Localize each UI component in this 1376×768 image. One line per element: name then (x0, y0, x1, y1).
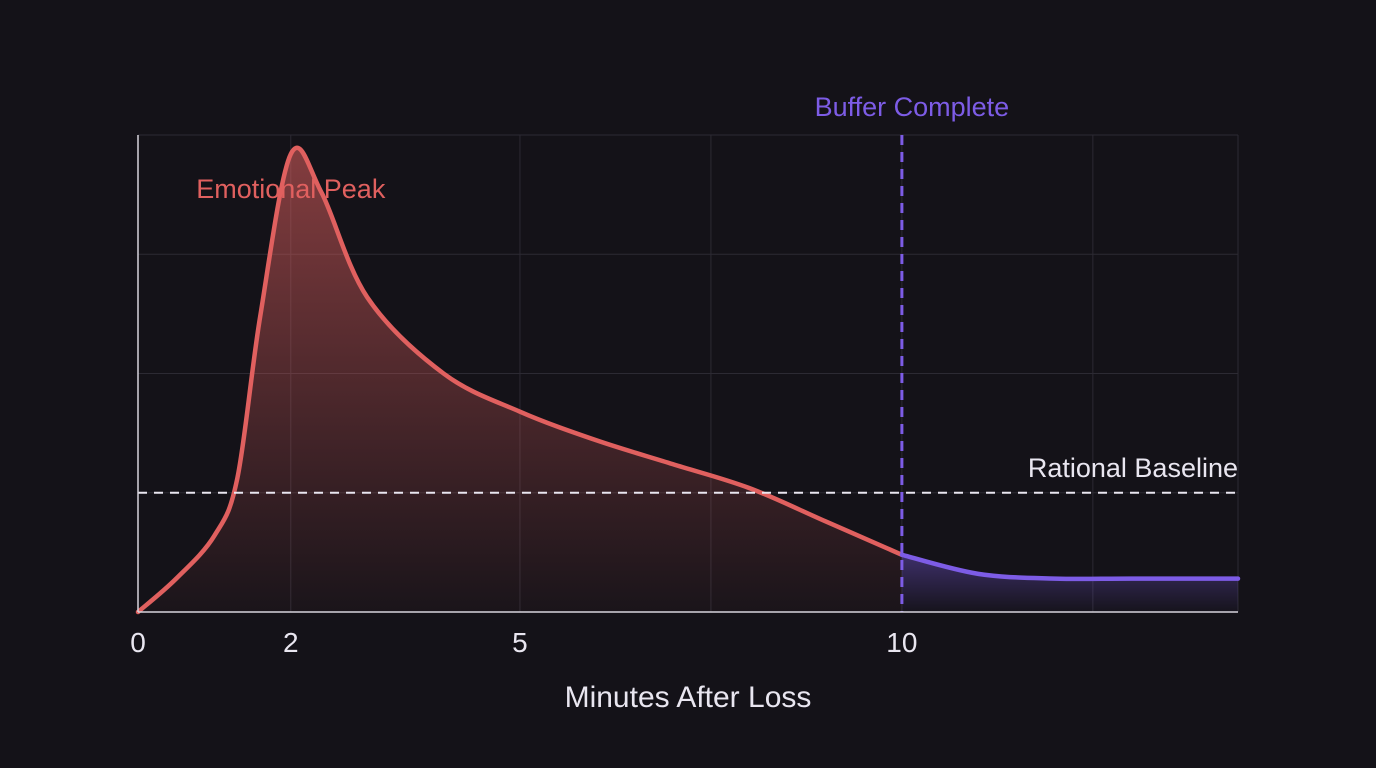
chart-text: Emotional Peak Buffer Complete Rational … (130, 92, 1238, 714)
x-axis-title: Minutes After Loss (565, 681, 812, 714)
x-tick-label: 2 (283, 627, 299, 658)
reference-lines (138, 135, 1238, 612)
x-tick-label: 0 (130, 627, 146, 658)
area-fills (138, 147, 1238, 612)
recovered-area (901, 554, 1238, 612)
emotional-peak-annotation: Emotional Peak (196, 174, 386, 204)
recovered-line (899, 552, 1241, 582)
axes (137, 135, 1238, 613)
x-tick-labels: 0 2 5 10 (130, 627, 917, 658)
buffer-complete-label: Buffer Complete (815, 92, 1010, 122)
emotional-line (135, 145, 905, 615)
rational-baseline-label: Rational Baseline (1028, 453, 1238, 483)
emotional-area (138, 147, 902, 612)
series-lines (135, 145, 1241, 615)
x-tick-label: 10 (886, 627, 917, 658)
x-tick-label: 5 (512, 627, 528, 658)
